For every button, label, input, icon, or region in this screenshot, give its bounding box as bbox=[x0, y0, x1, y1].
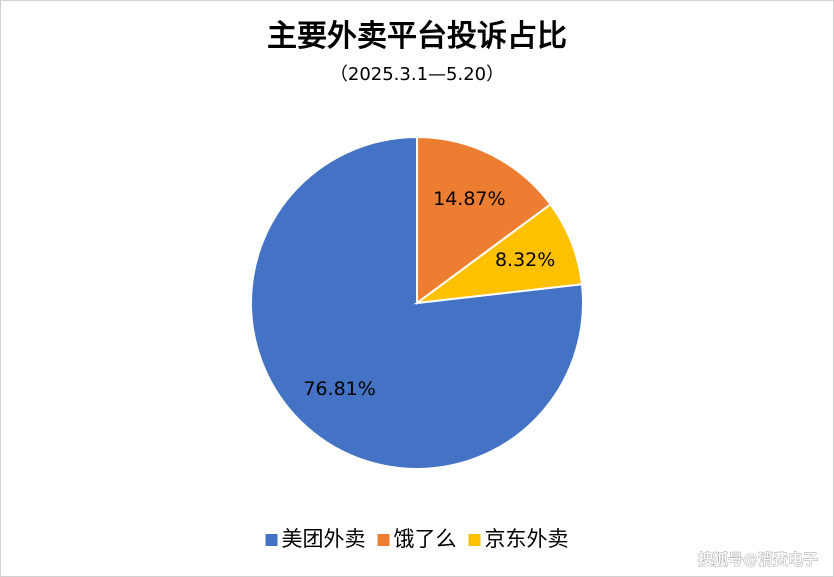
legend-swatch bbox=[468, 534, 481, 546]
chart-subtitle: （2025.3.1—5.20） bbox=[330, 64, 504, 85]
legend-swatch bbox=[377, 534, 390, 546]
legend: 美团外卖 饿了么 京东外卖 bbox=[265, 527, 569, 551]
legend-label: 饿了么 bbox=[394, 527, 457, 551]
pie-slice bbox=[250, 135, 584, 470]
chart-title: 主要外卖平台投诉占比 bbox=[267, 19, 567, 54]
pie: 76.81% 14.87% 8.32% bbox=[250, 135, 584, 470]
value-label: 8.32% bbox=[495, 249, 555, 271]
watermark: 搜狐号@消费电子 bbox=[698, 551, 818, 569]
pie-slice bbox=[415, 135, 552, 305]
pie-slice bbox=[413, 202, 584, 305]
value-label: 76.81% bbox=[303, 378, 375, 400]
value-label: 14.87% bbox=[433, 188, 505, 210]
legend-label: 美团外卖 bbox=[282, 527, 366, 551]
legend-label: 京东外卖 bbox=[485, 527, 569, 551]
legend-swatch bbox=[265, 534, 278, 546]
